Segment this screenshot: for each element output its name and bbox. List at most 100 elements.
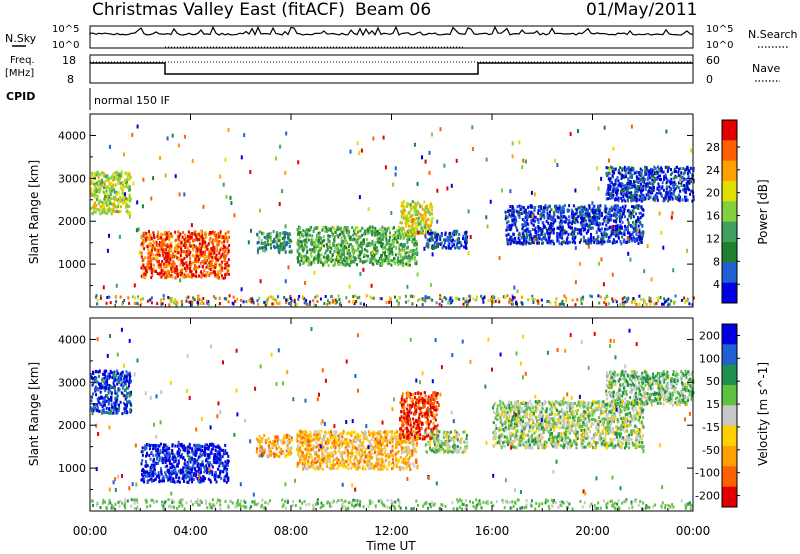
power-cell: [411, 200, 414, 204]
velocity-cell: [129, 402, 132, 406]
velocity-cell: [94, 385, 97, 389]
power-cell: [653, 165, 656, 169]
power-cell: [169, 244, 172, 248]
power-cell: [397, 236, 399, 240]
power-cell: [619, 218, 622, 222]
power-cell: [182, 231, 185, 234]
power-cell: [638, 231, 641, 235]
velocity-cell: [92, 381, 95, 385]
nave-tick-bottom: 0: [706, 73, 713, 86]
power-cell: [520, 205, 523, 209]
power-cell: [463, 245, 466, 249]
power-cell: [602, 237, 605, 241]
velocity-cell: [124, 375, 127, 379]
power-cell: [631, 198, 633, 202]
power-cell: [168, 236, 171, 240]
power-cell: [521, 227, 524, 231]
power-cell: [523, 238, 525, 242]
power-cell: [296, 257, 299, 260]
power-ground-cell: [297, 297, 300, 301]
power-cell: [605, 232, 608, 236]
power-ground-cell: [207, 300, 210, 304]
velocity-cell: [126, 391, 129, 395]
velocity-cell: [102, 410, 105, 414]
power-cell: [297, 233, 299, 237]
power-cell: [509, 237, 512, 241]
power-ground-cell: [527, 298, 530, 302]
power-cell: [580, 232, 583, 236]
power-cell: [188, 235, 191, 239]
velocity-cell: [113, 407, 116, 411]
power-cell: [588, 241, 591, 244]
power-ground-cell: [206, 299, 208, 303]
power-cell: [387, 240, 390, 244]
power-sparse-cell: [449, 237, 451, 242]
power-ground-cell: [337, 294, 340, 298]
power-cell: [339, 252, 342, 256]
power-cell: [167, 272, 170, 276]
power-cell: [283, 246, 286, 250]
power-cell: [415, 224, 418, 228]
power-sparse-cell: [485, 157, 488, 162]
power-cell: [311, 250, 314, 254]
power-cell: [158, 243, 161, 247]
velocity-cell: [92, 392, 95, 396]
power-cell: [622, 189, 625, 193]
velocity-cell: [122, 401, 125, 405]
power-ground-cell: [407, 299, 410, 303]
power-cell: [506, 240, 509, 244]
power-cell: [124, 202, 127, 206]
power-cell: [328, 226, 331, 230]
power-cell: [542, 213, 545, 217]
power-cell: [111, 183, 114, 187]
power-cell: [195, 254, 198, 258]
power-cell: [530, 218, 533, 222]
power-cell: [353, 228, 356, 232]
power-cell: [528, 237, 531, 241]
power-cell: [332, 243, 335, 247]
power-cell: [456, 238, 459, 242]
power-cell: [317, 238, 320, 242]
power-cell: [423, 213, 426, 217]
power-cell: [677, 198, 680, 202]
power-cell: [380, 240, 383, 244]
power-cell: [167, 234, 170, 238]
power-cell: [568, 219, 571, 222]
power-cell: [576, 208, 578, 212]
power-cell: [374, 247, 377, 251]
power-cell: [218, 251, 221, 255]
power-cell: [513, 218, 516, 222]
power-cell: [652, 175, 655, 178]
power-cell: [146, 245, 149, 249]
power-cell: [398, 247, 401, 251]
power-cell: [565, 218, 568, 221]
power-cell: [107, 204, 110, 208]
power-ground-cell: [421, 297, 424, 300]
power-cell: [175, 245, 177, 249]
power-cell: [613, 204, 616, 208]
power-cell: [640, 205, 643, 209]
power-cell: [304, 233, 307, 237]
power-ground-cell: [506, 294, 509, 298]
power-cell: [582, 223, 585, 227]
power-cell: [526, 218, 529, 222]
power-cell: [180, 269, 183, 273]
velocity-cell: [130, 390, 132, 394]
colorbar-segment: [722, 282, 737, 304]
power-ground-cell: [404, 294, 407, 298]
power-cell: [185, 243, 188, 247]
power-cell: [385, 256, 388, 260]
power-ground-cell: [363, 302, 365, 306]
power-cell: [407, 263, 410, 267]
power-cell: [618, 168, 620, 172]
power-cell: [626, 199, 629, 203]
power-cell: [504, 217, 507, 221]
power-sparse-cell: [152, 176, 155, 181]
velocity-cell: [108, 397, 111, 401]
power-cell: [221, 268, 224, 272]
power-cell: [343, 244, 346, 248]
power-cell: [345, 256, 348, 260]
power-cell: [180, 250, 183, 254]
power-ground-cell: [162, 294, 165, 298]
power-cell: [154, 248, 157, 252]
